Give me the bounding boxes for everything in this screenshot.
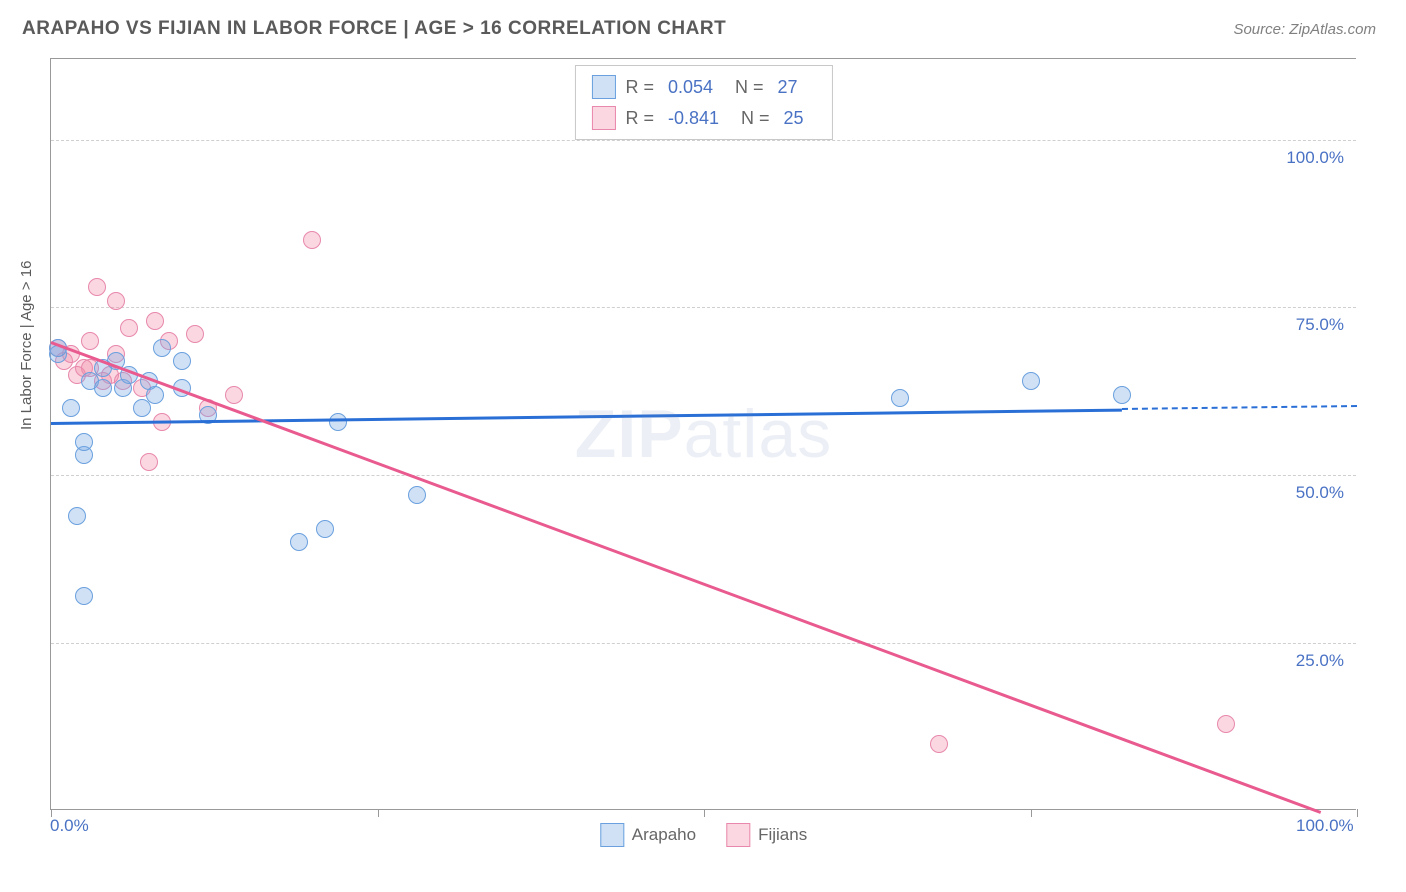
y-tick-label: 50.0% — [1296, 483, 1344, 503]
arapaho-point — [146, 386, 164, 404]
arapaho-point — [891, 389, 909, 407]
arapaho-point — [75, 433, 93, 451]
arapaho-point — [94, 379, 112, 397]
arapaho-point — [75, 587, 93, 605]
x-tick — [1357, 809, 1358, 817]
arapaho-point — [316, 520, 334, 538]
gridline — [51, 643, 1356, 644]
arapaho-point — [1113, 386, 1131, 404]
arapaho-point — [153, 339, 171, 357]
legend-swatch — [600, 823, 624, 847]
x-tick — [704, 809, 705, 817]
arapaho-point — [173, 352, 191, 370]
watermark: ZIPatlas — [575, 395, 832, 473]
legend-swatch — [591, 75, 615, 99]
fijian-point — [88, 278, 106, 296]
arapaho-point — [133, 399, 151, 417]
x-tick — [1031, 809, 1032, 817]
fijian-point — [146, 312, 164, 330]
legend-item: Fijians — [726, 823, 807, 847]
y-tick-label: 25.0% — [1296, 651, 1344, 671]
arapaho-point — [62, 399, 80, 417]
chart-plot-area: ZIPatlas R =0.054N =27R =-0.841N =25 Ara… — [50, 58, 1356, 810]
arapaho-point — [290, 533, 308, 551]
legend-stat-row: R = -0.841 N = 25 — [591, 103, 815, 134]
x-tick-label: 0.0% — [50, 816, 89, 836]
source-label: Source: ZipAtlas.com — [1233, 21, 1376, 38]
fijian-point — [140, 453, 158, 471]
r-label: R = — [625, 103, 654, 134]
chart-title: ARAPAHO VS FIJIAN IN LABOR FORCE | AGE >… — [22, 18, 726, 40]
legend-swatch — [591, 106, 615, 130]
fijian-trendline — [51, 341, 1322, 813]
fijian-point — [1217, 715, 1235, 733]
fijian-point — [107, 292, 125, 310]
fijian-point — [186, 325, 204, 343]
arapaho-point — [329, 413, 347, 431]
n-value: 25 — [784, 103, 804, 134]
legend-item: Arapaho — [600, 823, 696, 847]
legend-swatch — [726, 823, 750, 847]
legend-series: Arapaho Fijians — [600, 823, 807, 847]
fijian-point — [120, 319, 138, 337]
fijian-point — [303, 231, 321, 249]
y-axis-label: In Labor Force | Age > 16 — [18, 261, 35, 430]
x-tick — [378, 809, 379, 817]
fijian-point — [225, 386, 243, 404]
n-label: N = — [741, 103, 770, 134]
legend-stats: R = 0.054 N = 27 R = -0.841 N = 25 — [574, 65, 832, 140]
fijian-point — [930, 735, 948, 753]
legend-label: Fijians — [758, 825, 807, 845]
arapaho-point — [68, 507, 86, 525]
n-value: 27 — [778, 72, 798, 103]
y-tick-label: 100.0% — [1286, 148, 1344, 168]
arapaho-point — [1022, 372, 1040, 390]
n-label: N = — [735, 72, 764, 103]
legend-label: Arapaho — [632, 825, 696, 845]
r-value: 0.054 — [668, 72, 713, 103]
x-tick-label: 100.0% — [1296, 816, 1354, 836]
legend-stat-row: R = 0.054 N = 27 — [591, 72, 815, 103]
arapaho-point — [408, 486, 426, 504]
gridline — [51, 307, 1356, 308]
y-tick-label: 75.0% — [1296, 315, 1344, 335]
gridline — [51, 475, 1356, 476]
fijian-point — [81, 332, 99, 350]
arapaho-trendline-extension — [1122, 405, 1357, 410]
r-label: R = — [625, 72, 654, 103]
r-value: -0.841 — [668, 103, 719, 134]
